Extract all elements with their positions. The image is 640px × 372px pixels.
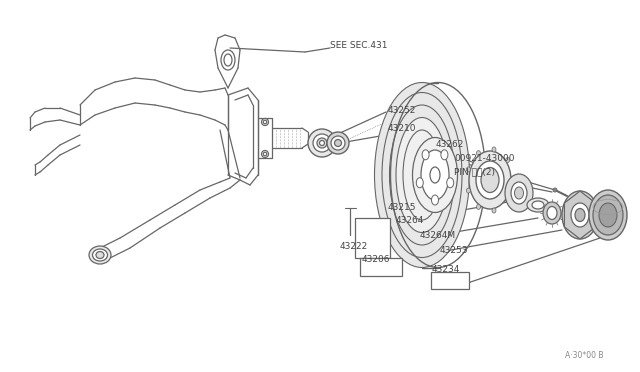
Ellipse shape	[505, 174, 533, 212]
Text: 43252: 43252	[388, 106, 417, 115]
Ellipse shape	[589, 190, 627, 240]
Ellipse shape	[335, 140, 342, 147]
Text: A·30*00 B: A·30*00 B	[565, 350, 604, 359]
Ellipse shape	[447, 178, 454, 188]
Text: 43253: 43253	[440, 246, 468, 254]
Text: 43262: 43262	[436, 140, 465, 148]
Ellipse shape	[93, 249, 108, 261]
Text: 43210: 43210	[388, 124, 417, 132]
Ellipse shape	[467, 188, 470, 193]
Ellipse shape	[575, 208, 585, 221]
Ellipse shape	[469, 151, 511, 209]
Ellipse shape	[593, 195, 623, 235]
Ellipse shape	[476, 161, 504, 199]
Ellipse shape	[313, 134, 331, 152]
Ellipse shape	[422, 150, 429, 160]
Ellipse shape	[492, 208, 496, 213]
Text: 43234: 43234	[432, 266, 460, 275]
Bar	[355, 218, 390, 258]
Ellipse shape	[327, 132, 349, 154]
Ellipse shape	[416, 178, 423, 188]
Text: SEE SEC.431: SEE SEC.431	[330, 41, 387, 49]
Ellipse shape	[506, 158, 509, 163]
Text: PIN ピン(2): PIN ピン(2)	[454, 167, 495, 176]
Ellipse shape	[413, 138, 458, 212]
Ellipse shape	[319, 141, 324, 145]
Ellipse shape	[532, 201, 544, 209]
Ellipse shape	[374, 83, 470, 267]
Ellipse shape	[599, 203, 617, 227]
Ellipse shape	[89, 246, 111, 264]
Ellipse shape	[331, 136, 345, 150]
Ellipse shape	[263, 120, 267, 124]
Ellipse shape	[421, 150, 449, 200]
Text: 43222: 43222	[340, 241, 368, 250]
Ellipse shape	[262, 119, 269, 125]
Bar	[431, 272, 469, 289]
Ellipse shape	[515, 187, 524, 199]
Ellipse shape	[477, 204, 481, 209]
Ellipse shape	[553, 188, 557, 192]
Ellipse shape	[431, 195, 438, 205]
Ellipse shape	[562, 191, 598, 239]
Ellipse shape	[492, 147, 496, 152]
Ellipse shape	[263, 152, 267, 156]
Ellipse shape	[396, 118, 448, 232]
Ellipse shape	[511, 177, 515, 183]
Ellipse shape	[547, 206, 557, 219]
Text: 00921-43000: 00921-43000	[454, 154, 515, 163]
Ellipse shape	[477, 151, 481, 155]
Text: 43215: 43215	[388, 202, 417, 212]
Text: 43264: 43264	[396, 215, 424, 224]
Ellipse shape	[96, 251, 104, 259]
Ellipse shape	[506, 198, 509, 202]
Ellipse shape	[481, 167, 499, 192]
Ellipse shape	[467, 167, 470, 172]
Ellipse shape	[441, 150, 448, 160]
Ellipse shape	[527, 198, 549, 212]
Text: 43264M: 43264M	[420, 231, 456, 240]
Ellipse shape	[511, 182, 527, 204]
Ellipse shape	[543, 202, 561, 224]
Ellipse shape	[262, 151, 269, 157]
Ellipse shape	[308, 129, 336, 157]
Text: 43206: 43206	[362, 256, 390, 264]
Ellipse shape	[430, 167, 440, 183]
Bar	[360, 258, 402, 276]
Ellipse shape	[571, 203, 589, 227]
Polygon shape	[564, 191, 596, 239]
Ellipse shape	[317, 138, 327, 148]
